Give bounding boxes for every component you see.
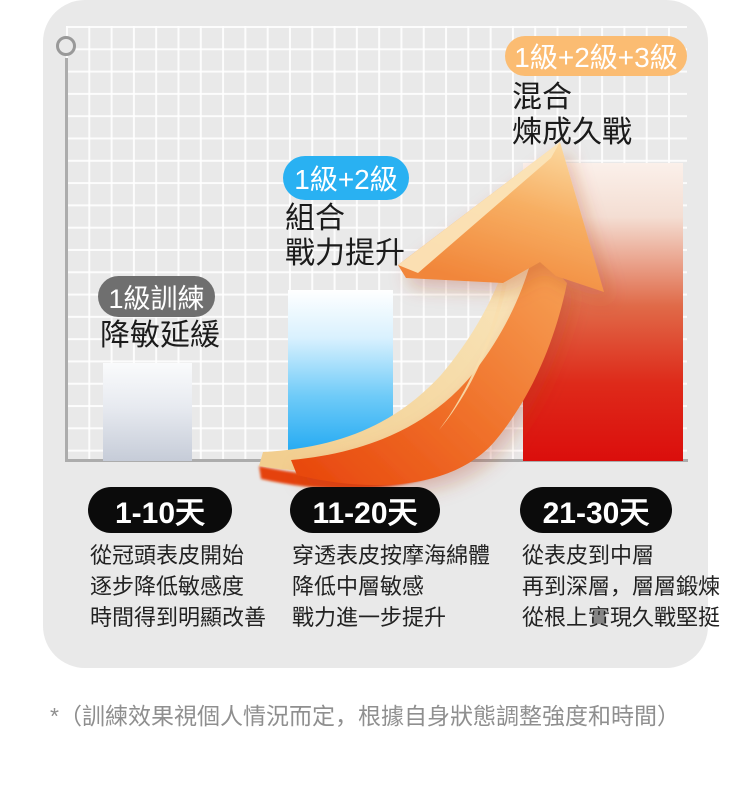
stage3-label: 混合 煉成久戰: [512, 80, 632, 150]
period-pill-3-label: 21-30天: [542, 497, 650, 530]
stage3-label-line: 混合: [512, 81, 572, 114]
description-line: 從根上實現久戰堅挺: [522, 605, 721, 630]
stage2-badge-label: 1級+2級: [294, 164, 398, 195]
period-pill-2-label: 11-20天: [312, 497, 418, 530]
stage1-label: 降敏延緩: [100, 318, 220, 353]
bar-stage-2: [288, 290, 393, 461]
stage2-label-line: 組合: [285, 202, 345, 235]
stage3-label-line: 煉成久戰: [512, 116, 632, 149]
bar-stage-3: [523, 163, 683, 461]
stage2-label-line: 戰力提升: [285, 237, 405, 270]
description-line: 戰力進一步提升: [292, 605, 447, 630]
stage1-badge: 1級訓練: [98, 276, 215, 317]
axis-origin-circle-icon: [56, 36, 76, 56]
chart-card: 1級訓練 降敏延緩 1級+2級 組合 戰力提升 1級+2級+3級 混合 煉成久戰…: [43, 0, 720, 668]
disclaimer-footnote: *（訓練效果視個人情況而定，根據自身狀態調整強度和時間）: [50, 703, 680, 729]
period-pill-1-label: 1-10天: [114, 497, 206, 530]
description-line: 從冠頭表皮開始: [90, 543, 245, 568]
description-line: 從表皮到中層: [522, 543, 655, 568]
description-line: 穿透表皮按摩海綿體: [292, 543, 491, 568]
stage2-badge: 1級+2級: [283, 156, 409, 200]
stage1-badge-label: 1級訓練: [108, 284, 205, 314]
period-2-description: 穿透表皮按摩海綿體 降低中層敏感 戰力進一步提升: [292, 540, 490, 633]
period-pill-3: 21-30天: [520, 487, 672, 533]
period-pill-2: 11-20天: [290, 487, 440, 533]
period-pill-1: 1-10天: [88, 487, 232, 533]
description-line: 逐步降低敏感度: [90, 574, 245, 599]
period-3-description: 從表皮到中層 再到深層，層層鍛煉 從根上實現久戰堅挺: [522, 540, 720, 633]
stage3-badge: 1級+2級+3級: [505, 36, 687, 76]
y-axis-line: [65, 58, 68, 460]
stage2-label: 組合 戰力提升: [285, 201, 405, 271]
description-line: 降低中層敏感: [292, 574, 425, 599]
stage3-badge-label: 1級+2級+3級: [514, 42, 678, 73]
period-1-description: 從冠頭表皮開始 逐步降低敏感度 時間得到明顯改善: [90, 540, 266, 633]
description-line: 再到深層，層層鍛煉: [522, 574, 721, 599]
stage1-label-line: 降敏延緩: [100, 319, 220, 352]
description-line: 時間得到明顯改善: [90, 605, 267, 630]
bar-stage-1: [103, 363, 192, 461]
